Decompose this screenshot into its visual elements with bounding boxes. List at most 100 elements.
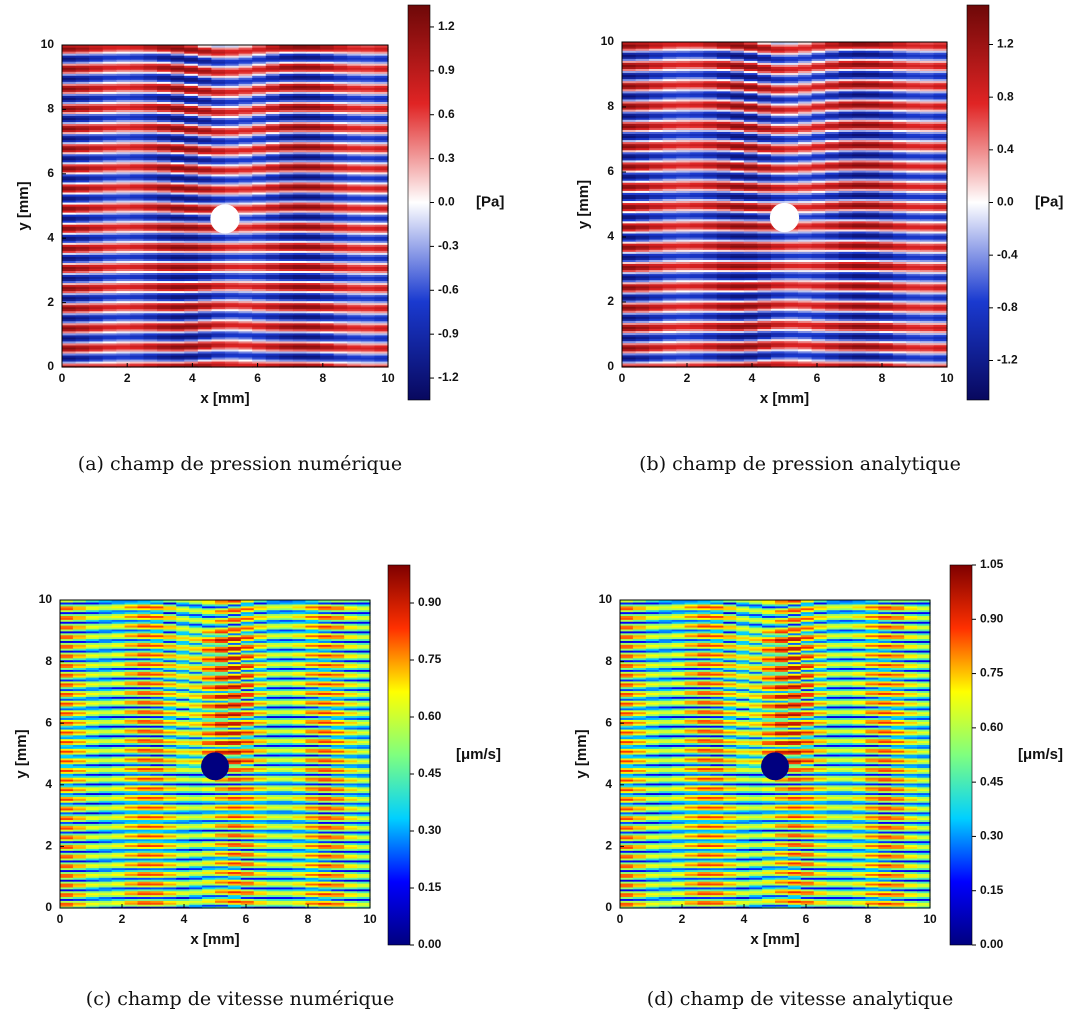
- field-cell: [197, 232, 213, 235]
- field-cell: [265, 222, 280, 225]
- field-cell: [157, 260, 172, 263]
- field-cell: [252, 270, 267, 274]
- field-cell: [374, 334, 389, 338]
- field-cell: [292, 360, 308, 364]
- field-cell: [170, 212, 185, 215]
- field-cell: [157, 276, 172, 280]
- field-cell: [320, 310, 335, 314]
- field-cell: [333, 306, 348, 310]
- field-cell: [211, 179, 226, 183]
- field-cell: [116, 288, 131, 292]
- field-cell: [279, 310, 294, 314]
- field-cell: [129, 286, 145, 290]
- field-cell: [292, 139, 308, 143]
- field-cell: [252, 338, 267, 342]
- field-cell: [129, 163, 145, 167]
- field-cell: [184, 143, 199, 147]
- field-cell: [225, 181, 240, 185]
- field-cell: [184, 220, 199, 223]
- field-cell: [374, 290, 389, 294]
- field-cell: [238, 258, 253, 261]
- field-cell: [252, 230, 267, 233]
- field-cell: [360, 163, 376, 167]
- field-cell: [360, 312, 376, 316]
- field-cell: [75, 286, 90, 290]
- field-cell: [62, 153, 77, 157]
- field-cell: [306, 280, 321, 284]
- field-cell: [89, 340, 104, 344]
- field-cell: [197, 306, 213, 310]
- field-cell: [265, 153, 280, 157]
- field-cell: [360, 262, 376, 265]
- field-cell: [116, 264, 131, 267]
- field-cell: [292, 214, 308, 217]
- field-cell: [170, 147, 185, 151]
- x-axis-label: x [mm]: [200, 390, 249, 407]
- field-cell: [62, 234, 77, 237]
- field-cell: [374, 153, 389, 157]
- field-cell: [157, 165, 172, 169]
- field-cell: [157, 141, 172, 145]
- field-cell: [320, 210, 335, 213]
- field-cell: [360, 185, 376, 189]
- field-cell: [75, 298, 90, 302]
- field-cell: [197, 145, 213, 149]
- field-cell: [360, 181, 376, 185]
- field-cell: [333, 332, 348, 336]
- field-cell: [89, 352, 104, 356]
- field-cell: [347, 165, 362, 169]
- field-cell: [238, 288, 253, 292]
- field-cell: [129, 155, 145, 159]
- field-cell: [320, 177, 335, 181]
- field-cell: [62, 171, 77, 175]
- field-cell: [238, 352, 253, 356]
- field-cell: [170, 352, 185, 356]
- field-cell: [89, 165, 104, 169]
- field-cell: [238, 262, 253, 265]
- field-cell: [333, 240, 348, 243]
- field-cell: [292, 161, 308, 165]
- field-cell: [170, 133, 185, 137]
- field-cell: [252, 161, 267, 165]
- field-cell: [89, 161, 104, 165]
- field-cell: [225, 264, 240, 267]
- field-cell: [360, 318, 376, 322]
- field-cell: [157, 220, 172, 223]
- field-cell: [252, 342, 267, 346]
- field-cell: [184, 338, 199, 342]
- field-cell: [157, 254, 172, 257]
- field-cell: [184, 340, 199, 344]
- field-cell: [89, 332, 104, 336]
- field-cell: [374, 252, 389, 255]
- field-cell: [102, 157, 117, 161]
- field-cell: [129, 165, 145, 169]
- field-cell: [75, 201, 90, 205]
- field-cell: [102, 165, 117, 169]
- field-cell: [292, 364, 308, 368]
- field-cell: [102, 298, 117, 302]
- field-cell: [157, 212, 172, 215]
- field-cell: [157, 262, 172, 265]
- field-cell: [102, 248, 117, 251]
- field-cell: [157, 240, 172, 243]
- field-cell: [143, 238, 158, 241]
- field-cell: [252, 308, 267, 312]
- field-cell: [306, 336, 321, 340]
- field-cell: [374, 185, 389, 189]
- field-cell: [238, 354, 253, 358]
- field-cell: [374, 210, 389, 213]
- field-cell: [360, 304, 376, 308]
- field-cell: [170, 131, 185, 135]
- field-cell: [197, 147, 213, 151]
- field-cell: [170, 236, 185, 239]
- field-cell: [225, 288, 240, 292]
- field-cell: [360, 308, 376, 312]
- field-cell: [238, 364, 253, 368]
- field-cell: [211, 191, 226, 195]
- field-cell: [306, 324, 321, 328]
- field-cell: [279, 230, 294, 233]
- field-cell: [252, 262, 267, 265]
- field-cell: [360, 280, 376, 284]
- field-cell: [306, 137, 321, 141]
- field-cell: [292, 298, 308, 302]
